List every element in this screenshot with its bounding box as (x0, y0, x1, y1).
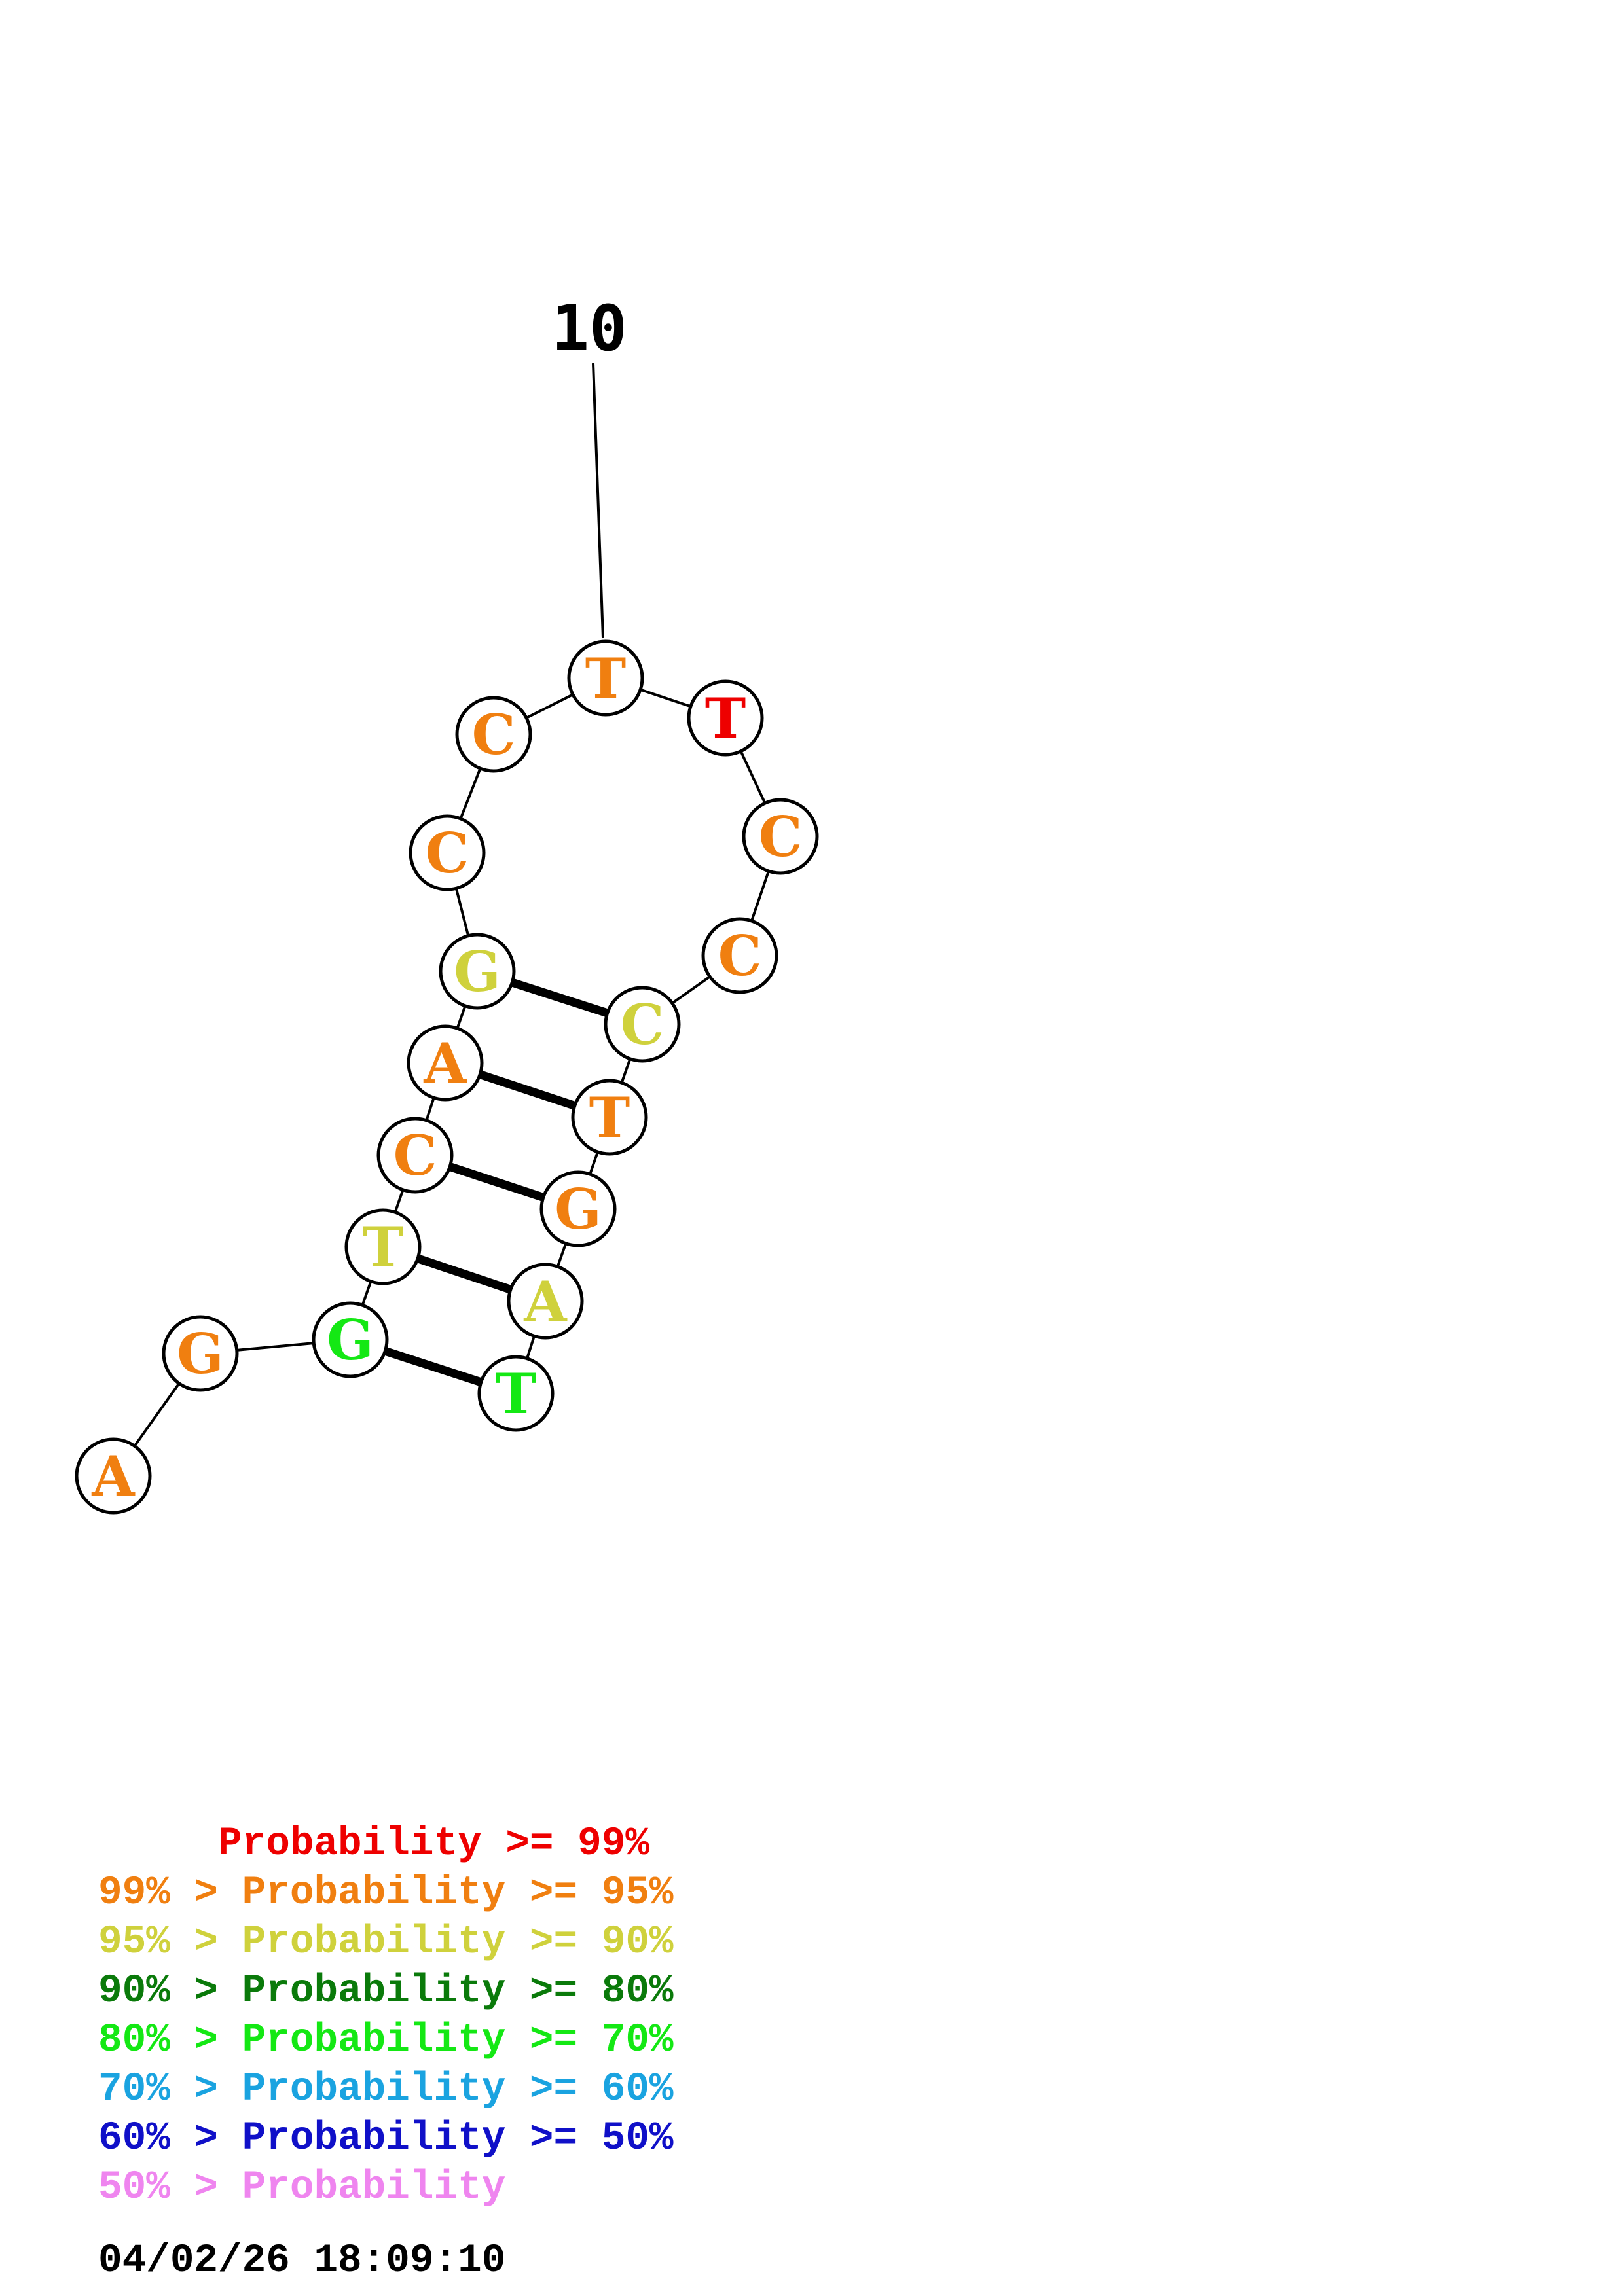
nucleotide-circle (701, 917, 778, 994)
nucleotide-4: T (344, 1208, 422, 1285)
nucleotide-circle (344, 1208, 422, 1285)
nucleotide-circle (507, 1263, 584, 1340)
nucleotide-16: G (539, 1170, 617, 1247)
legend-row-7: 60% > Probability >= 50% (98, 2116, 674, 2161)
nucleotide-letter: A (91, 1444, 136, 1509)
nucleotide-circle (477, 1355, 555, 1432)
nucleotide-14: C (604, 986, 681, 1063)
legend-row-1: Probability >= 99% (98, 1821, 649, 1867)
nucleotide-letter: C (426, 821, 469, 886)
nucleotide-letter: G (327, 1308, 374, 1372)
position-10-tick (592, 363, 604, 639)
position-10-label: 10 (551, 292, 627, 365)
nucleotide-letter: T (585, 646, 627, 711)
nucleotide-11: T (687, 679, 764, 757)
nucleotide-7: G (439, 933, 516, 1010)
nucleotide-circle (376, 1117, 454, 1194)
nucleotide-circle (75, 1437, 152, 1515)
legend-row-8: 50% > Probability (98, 2165, 506, 2210)
nucleotide-letter: G (555, 1177, 602, 1242)
nucleotide-18: T (477, 1355, 555, 1432)
nucleotide-letter: A (423, 1031, 467, 1096)
nucleotide-letter: G (454, 939, 501, 1004)
nucleotide-circle (567, 639, 644, 717)
timestamp: 04/02/26 18:09:10 (98, 2238, 506, 2284)
nucleotide-17: A (507, 1263, 584, 1340)
nucleotide-3: G (312, 1301, 389, 1378)
nucleotide-letter: C (718, 924, 762, 988)
nucleotide-6: A (407, 1024, 484, 1102)
nucleotide-circle (604, 986, 681, 1063)
nucleotide-circle (742, 798, 819, 875)
nucleotide-circle (407, 1024, 484, 1102)
nucleotide-circle (312, 1301, 389, 1378)
nucleotide-circle (439, 933, 516, 1010)
nucleotide-letter: C (393, 1123, 437, 1188)
nucleotide-10: T (567, 639, 644, 717)
nucleotide-5: C (376, 1117, 454, 1194)
nucleotide-circle (455, 696, 532, 773)
nucleotide-letter: G (177, 1321, 224, 1386)
nucleotide-letter: C (472, 702, 516, 767)
nucleotide-letter: C (759, 804, 803, 869)
nucleotide-8: C (409, 814, 486, 891)
legend-row-6: 70% > Probability >= 60% (98, 2067, 674, 2112)
legend-row-2: 99% > Probability >= 95% (98, 1871, 674, 1916)
nucleotide-9: C (455, 696, 532, 773)
nucleotide-letter: T (589, 1085, 630, 1150)
nucleotide-13: C (701, 917, 778, 994)
nucleotide-circle (409, 814, 486, 891)
nucleotide-letter: C (621, 992, 665, 1057)
nucleotide-circle (539, 1170, 617, 1247)
nucleotide-12: C (742, 798, 819, 875)
legend-row-3: 95% > Probability >= 90% (98, 1920, 674, 1965)
legend-row-4: 90% > Probability >= 80% (98, 1969, 674, 2014)
nucleotide-letter: T (496, 1361, 537, 1426)
nucleotide-letter: T (705, 686, 746, 751)
nucleotide-circle (162, 1315, 239, 1392)
legend-row-5: 80% > Probability >= 70% (98, 2018, 674, 2063)
probability-legend: Probability >= 99% 99% > Probability >= … (98, 1820, 674, 2212)
nucleotide-circle (687, 679, 764, 757)
nucleotide-circle (571, 1079, 648, 1156)
nucleotide-2: G (162, 1315, 239, 1392)
nucleotide-letter: A (523, 1269, 568, 1334)
nucleotide-1: A (75, 1437, 152, 1515)
nucleotide-15: T (571, 1079, 648, 1156)
nucleotide-letter: T (363, 1215, 404, 1280)
